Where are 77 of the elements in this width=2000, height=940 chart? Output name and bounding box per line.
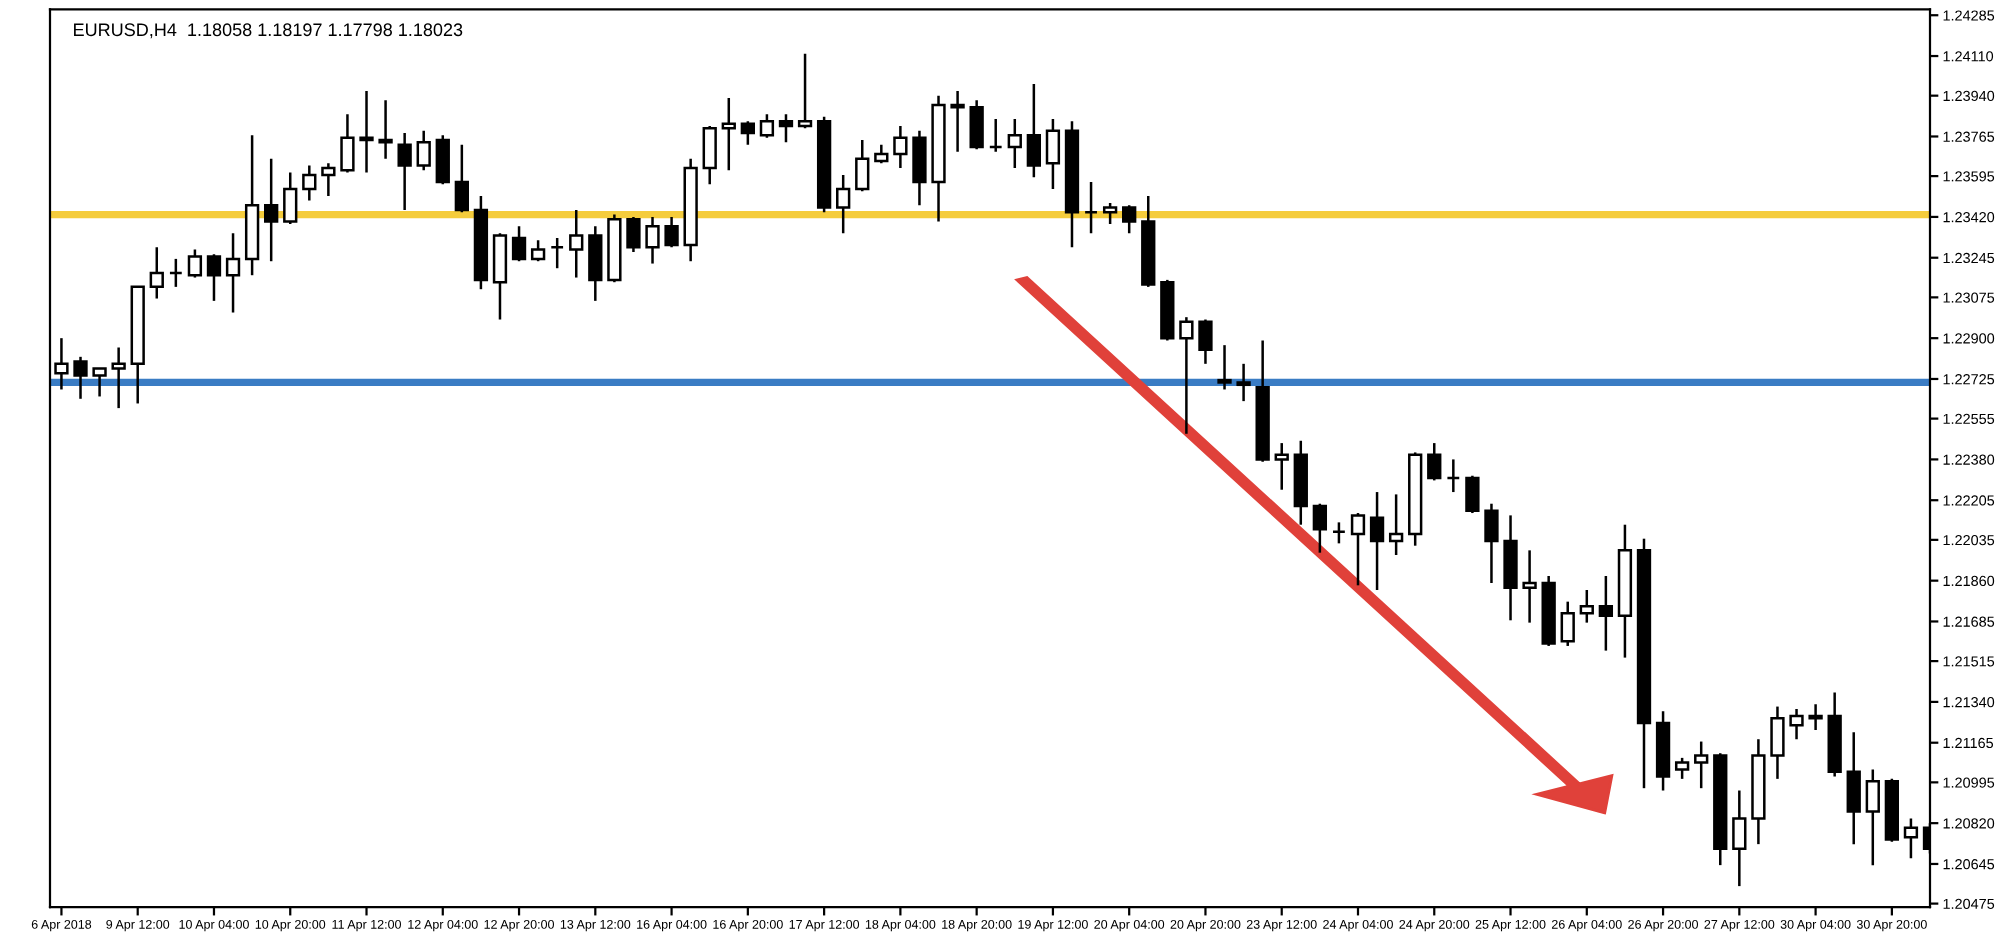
candlestick: [1560, 600, 1575, 648]
candlestick: [1770, 705, 1785, 781]
candlestick: [1179, 315, 1194, 436]
candlestick: [550, 236, 565, 270]
candlestick: [1331, 521, 1347, 545]
candlestick: [1026, 82, 1042, 179]
candlestick: [1808, 702, 1823, 732]
candlestick: [1503, 514, 1518, 622]
candlestick: [855, 138, 870, 193]
candlestick: [912, 129, 927, 207]
candlestick: [721, 96, 736, 172]
candlestick: [1446, 458, 1461, 494]
candlestick: [1427, 441, 1442, 482]
candlestick: [530, 238, 546, 263]
candlestick: [1274, 441, 1289, 491]
candlestick: [1350, 511, 1366, 587]
candlestick: [206, 252, 222, 303]
candlestick: [702, 124, 717, 186]
candlestick: [1045, 117, 1061, 191]
candlestick: [1102, 201, 1118, 226]
candlestick: [1122, 204, 1137, 235]
candlestick: [397, 131, 412, 212]
candlestick: [797, 52, 813, 130]
candlestick: [111, 346, 126, 410]
candlestick: [340, 113, 355, 174]
candlestick: [1865, 768, 1880, 867]
candlestick: [302, 164, 317, 202]
candlestick: [893, 124, 908, 170]
candlestick: [1312, 502, 1328, 554]
candlestick: [1732, 789, 1747, 888]
candlestick: [588, 225, 603, 303]
candlestick: [1846, 730, 1861, 846]
candlestick: [416, 129, 431, 172]
candlestick: [950, 89, 965, 153]
candlestick: [168, 257, 183, 289]
candlestick: [73, 355, 88, 401]
candlestick: [149, 245, 164, 300]
candlestick: [492, 231, 508, 321]
candlestick: [1903, 817, 1919, 860]
candlestick: [1198, 318, 1213, 366]
candlestick: [321, 162, 336, 198]
candlestick: [1694, 740, 1709, 790]
candlestick: [645, 215, 660, 265]
candlestick: [664, 215, 679, 249]
candlestick: [454, 143, 470, 214]
candlestick: [874, 143, 889, 165]
candlestick: [836, 173, 851, 235]
candlestick: [359, 89, 374, 174]
candlestick: [1369, 490, 1385, 592]
text: EURUSD,H4 1.18058 1.18197 1.17798 1.18023: [74, 23, 463, 39]
candlestick: [378, 99, 393, 160]
candlestick: [1007, 117, 1022, 170]
candlestick: [1217, 343, 1232, 391]
candlestick: [1083, 180, 1099, 235]
candlestick: [778, 113, 794, 144]
candlestick: [1388, 493, 1404, 557]
candlestick: [1598, 574, 1614, 652]
candlestick: [759, 113, 775, 139]
candlestick: [435, 134, 450, 186]
candlestick: [92, 367, 107, 398]
candlestick: [1674, 756, 1690, 781]
candlestick: [187, 248, 203, 279]
candlestick: [225, 231, 241, 314]
candlestick: [283, 171, 298, 226]
candlestick: [740, 120, 756, 146]
candlestick: [1579, 588, 1594, 624]
candlestick: [969, 99, 984, 151]
candlestick: [1236, 362, 1251, 403]
candlestick: [1789, 707, 1804, 741]
candlestick: [264, 157, 279, 263]
candlestick: [626, 215, 641, 254]
candlestick: [1465, 474, 1480, 515]
candlestick: [1522, 549, 1537, 624]
candlestick: [511, 225, 527, 263]
candlestick: [1484, 502, 1499, 585]
candlestick: [988, 117, 1003, 153]
candlestick: [569, 208, 584, 279]
